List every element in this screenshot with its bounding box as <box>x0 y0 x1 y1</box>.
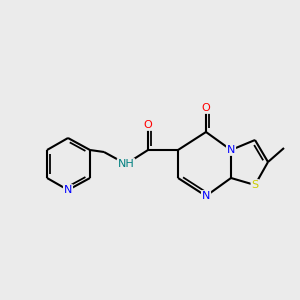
Text: S: S <box>251 180 259 190</box>
Text: NH: NH <box>118 159 134 169</box>
Text: N: N <box>202 191 210 201</box>
Text: O: O <box>202 103 210 113</box>
Text: N: N <box>227 145 235 155</box>
Text: O: O <box>144 120 152 130</box>
Text: N: N <box>64 185 72 195</box>
